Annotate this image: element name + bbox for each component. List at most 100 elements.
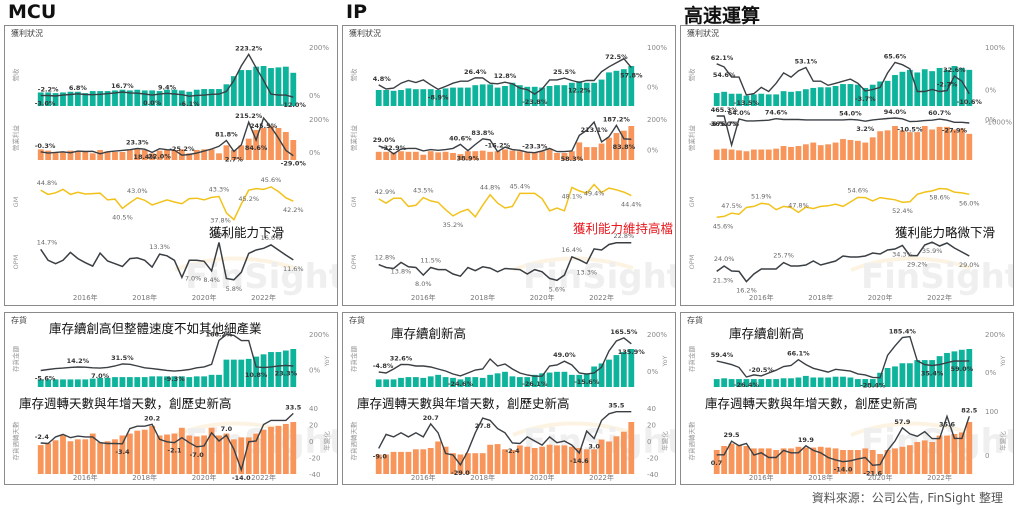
inventory-data-label: 10.8%	[245, 371, 268, 379]
inventory-bar	[119, 377, 126, 387]
turnover-data-label: -2.4	[35, 433, 50, 441]
op-income-data-label: 83.8%	[613, 143, 636, 151]
revenue-bar	[847, 84, 854, 106]
turnover-axis-tick: 0	[647, 438, 651, 446]
op-income-bar	[208, 149, 215, 160]
revenue-data-label: 12.2%	[568, 86, 591, 94]
op-income-bar	[398, 151, 404, 160]
turnover-bar	[60, 435, 66, 474]
turnover-bar	[390, 451, 397, 474]
op-income-bar	[494, 151, 501, 160]
op-income-data-label: -32.9%	[381, 144, 407, 152]
gm-data-label: 45.6%	[713, 222, 734, 230]
turnover-bar	[780, 448, 787, 474]
revenue-data-label: 9.4%	[158, 83, 177, 91]
turnover-axis-tick: -40	[647, 471, 658, 479]
inventory-panel: 存貨FinSight-4.8%32.6%-24.6%-26.1%49.0%-15…	[342, 312, 676, 485]
revenue-bar	[906, 69, 913, 106]
op-income-bar	[606, 137, 612, 160]
inventory-bar	[810, 377, 817, 387]
turnover-bar	[606, 441, 612, 474]
inventory-bar	[531, 374, 538, 387]
inventory-panel-title: 存貨	[687, 316, 703, 325]
turnover-bar	[509, 449, 516, 474]
turnover-bar	[383, 454, 390, 474]
revenue-bar	[238, 70, 245, 106]
revenue-bar	[598, 79, 605, 106]
turnover-bar	[788, 448, 794, 474]
inventory-bar	[728, 379, 735, 387]
revenue-bar	[802, 89, 809, 106]
inventory-bar	[253, 356, 260, 387]
inventory-x-tick: 2022年	[251, 473, 276, 482]
revenue-data-label: -3.0%	[35, 100, 56, 108]
turnover-bar	[914, 442, 921, 474]
turnover-bar	[531, 448, 538, 474]
inventory-data-label: -26.1%	[522, 380, 548, 388]
turnover-data-label: 82.5	[961, 406, 978, 414]
op-income-bar	[37, 149, 44, 160]
turnover-bar	[802, 447, 809, 474]
revenue-axis-label: 營收	[687, 68, 696, 82]
revenue-bar	[52, 93, 59, 106]
profit-x-tick: 2016年	[411, 293, 436, 302]
inventory-bar	[802, 375, 809, 387]
inventory-bar	[390, 379, 397, 387]
revenue-data-label: 53.1%	[795, 58, 818, 66]
op-income-bar	[149, 153, 156, 160]
op-income-bar	[958, 128, 965, 160]
inventory-bar	[795, 377, 802, 387]
turnover-chart: -2.4 -3.4 20.2 -2.1 -7.0 7.0 -14.0 33.5	[35, 403, 302, 482]
inventory-bar	[104, 377, 111, 387]
inventory-x-tick: 2016年	[411, 473, 436, 482]
revenue-bar	[862, 87, 869, 106]
revenue-bar	[193, 89, 200, 106]
inventory-bar	[74, 379, 81, 387]
revenue-bar	[546, 86, 553, 106]
turnover-bar	[628, 422, 635, 474]
revenue-bar	[854, 84, 861, 106]
turnover-data-label: -2.4	[505, 447, 520, 455]
opm-chart: 14.7% 13.3% 7.0% 8.4% 16.7% 5.8% 16.0% 11.6%	[37, 231, 304, 292]
turnover-bar	[825, 447, 832, 474]
turnover-bar	[253, 433, 260, 474]
inventory-bar	[420, 377, 427, 387]
profit-x-tick: 2020年	[868, 293, 893, 302]
op-income-chart: 29.0%-32.9% 40.6% 38.9% 83.8% -16.2% -23.3% 58…	[373, 115, 668, 163]
op-income-bar	[899, 130, 906, 160]
finsight-watermark: FinSight	[512, 256, 675, 297]
inventory-data-label: 59.4%	[711, 351, 734, 359]
op-income-chart: 465.3% 365.0%-676.7% 64.0% 74.6% 54.0% 3.2% 94…	[709, 106, 1012, 160]
turnover-line	[716, 414, 970, 467]
gm-data-label: 58.6%	[929, 194, 950, 202]
inventory-chart: -5.6% 14.2%7.0% 31.5% -9.3% 166.2% 10.8% 23.3%…	[35, 330, 329, 387]
op-income-data-label: 187.2%	[603, 115, 631, 123]
turnover-data-label: -3.4	[115, 448, 130, 456]
gm-data-label: 48.1%	[562, 192, 583, 200]
revenue-bar	[82, 93, 89, 106]
op-income-data-label: -25.2%	[169, 145, 195, 153]
op-income-line	[716, 115, 970, 148]
revenue-bar	[487, 84, 494, 106]
inventory-data-label: -26.4%	[734, 381, 760, 389]
turnover-bar	[112, 439, 118, 474]
revenue-bar	[728, 93, 735, 106]
inventory-bar	[89, 378, 96, 387]
inventory-chart: 59.4% -26.4% -20.5% 66.1% -28.4% 185.4% 35.4% 5…	[711, 327, 1006, 389]
turnover-bar	[45, 443, 52, 474]
turnover-data-label: 33.5	[285, 403, 302, 411]
inventory-data-label: 7.0%	[91, 372, 110, 380]
revenue-bar	[561, 85, 568, 106]
turnover-bar	[82, 439, 89, 474]
revenue-bar	[840, 84, 846, 106]
revenue-data-label: 62.1%	[711, 54, 734, 62]
gm-chart: 42.9% 43.5% 35.2% 44.8% 45.4% 48.1% 49.4% 44.4%	[375, 182, 642, 229]
opm-data-label: 8.4%	[203, 276, 220, 284]
op-income-bar	[825, 144, 832, 160]
profit-x-tick: 2018年	[470, 293, 495, 302]
turnover-bar	[613, 436, 620, 474]
op-income-bar	[721, 148, 728, 160]
op-income-bar	[951, 129, 958, 160]
inventory-bar	[45, 379, 52, 387]
revenue-chart: -3.0% -2.2% 6.8% 16.7% 0.0% 9.4% -6.1% 223.2% -1…	[35, 44, 330, 109]
